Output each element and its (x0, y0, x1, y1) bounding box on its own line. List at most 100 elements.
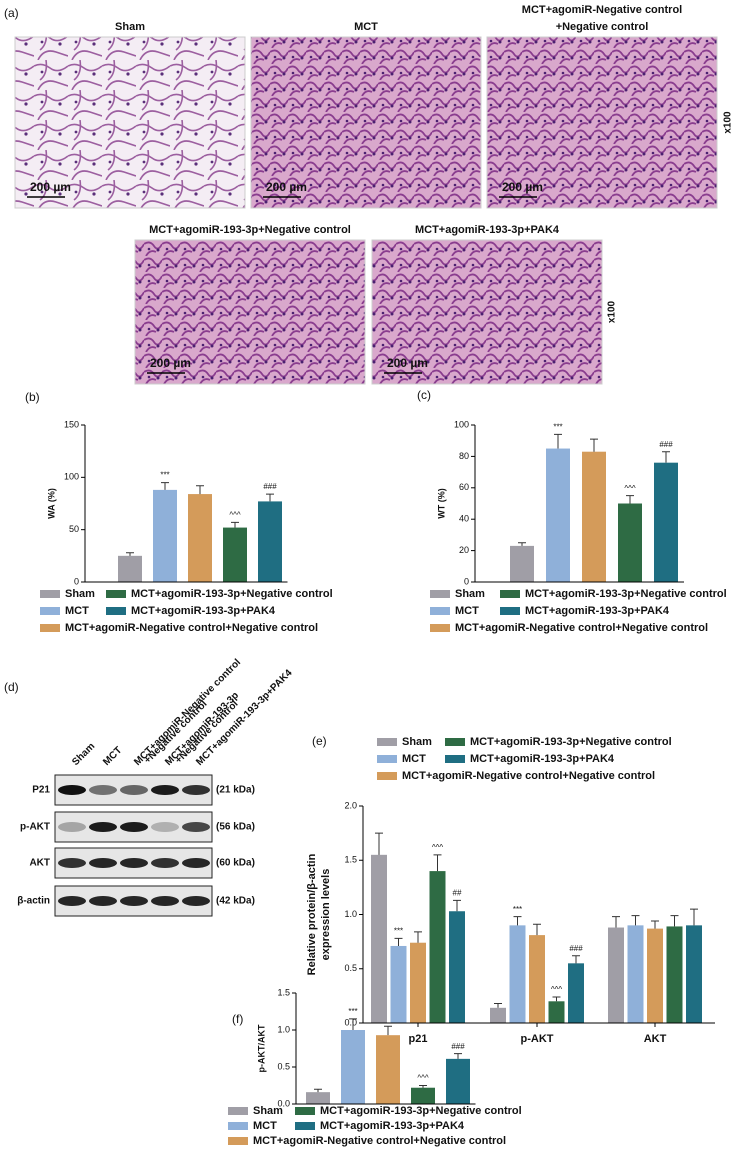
micrograph (250, 36, 482, 209)
legend-label: MCT (455, 605, 479, 617)
significance: *** (553, 423, 562, 432)
error-bar (572, 955, 580, 964)
legend-label: Sham (402, 736, 432, 748)
panel-a: (a) Sham 200 µm MCT 200 µm MCT+agomiR-Negativ… (4, 4, 734, 385)
legend-swatch (430, 607, 450, 615)
legend-label: MCT (253, 1120, 277, 1132)
legend-label: Sham (455, 588, 485, 600)
error-bar (433, 854, 442, 872)
y-tick-label: 100 (454, 419, 469, 429)
y-tick-label: 0 (74, 576, 79, 586)
y-tick-label: 40 (459, 514, 469, 524)
blot-band (89, 858, 117, 868)
bar (376, 1035, 400, 1104)
error-bar (518, 542, 526, 546)
legend-label: MCT (65, 605, 89, 617)
bar (371, 854, 387, 1023)
y-tick-label: 50 (69, 524, 79, 534)
panel-label: (c) (417, 388, 431, 402)
image-title: Sham (115, 21, 145, 33)
bar (548, 1001, 565, 1023)
blot-band (151, 858, 179, 868)
error-bar (453, 899, 461, 912)
bar (654, 462, 678, 582)
error-bar (662, 451, 670, 463)
legend-swatch (40, 624, 60, 632)
scale-bar-label: 200 µm (30, 180, 71, 194)
image-title: MCT (354, 21, 378, 33)
legend-label: MCT+agomiR-Negative control+Negative con… (65, 622, 318, 634)
significance: ^^^ (551, 985, 563, 994)
blot-band (58, 785, 86, 795)
panel-label: (b) (25, 390, 40, 404)
error-bar (631, 915, 640, 926)
legend-label: Sham (65, 588, 95, 600)
blot-band (58, 896, 86, 906)
bar (446, 1058, 470, 1104)
blot-band (120, 785, 148, 795)
error-bar (266, 493, 274, 502)
significance: ### (569, 944, 583, 953)
legend-swatch (430, 590, 450, 598)
magnification: x100 (607, 300, 618, 323)
error-bar (394, 937, 403, 946)
bar (341, 1030, 365, 1104)
legend-swatch (500, 607, 520, 615)
legend-label: MCT (402, 753, 426, 765)
bar (449, 911, 465, 1023)
legend-label: MCT+agomiR-193-3p+Negative control (131, 588, 333, 600)
x-tick-label: p21 (409, 1033, 428, 1045)
legend-label: MCT+agomiR-193-3p+PAK4 (525, 605, 670, 617)
error-bar (494, 1002, 502, 1008)
bar (306, 1092, 330, 1104)
bar (608, 927, 624, 1023)
y-axis-label: expression levels (320, 869, 332, 961)
blot-band (89, 785, 117, 795)
error-bar (533, 923, 541, 936)
band-name: AKT (29, 858, 50, 869)
x-tick-label: AKT (644, 1033, 667, 1045)
blot-band (120, 896, 148, 906)
blot-band (182, 858, 210, 868)
legend-swatch (295, 1107, 315, 1115)
error-bar (590, 438, 598, 452)
y-tick-label: 1.5 (277, 987, 290, 997)
panel-label: (a) (4, 6, 19, 20)
bar (118, 555, 142, 582)
significance: *** (394, 926, 403, 935)
bar (410, 942, 426, 1023)
bar (390, 945, 407, 1023)
error-bar (554, 433, 562, 449)
significance: ### (451, 1042, 465, 1051)
y-tick-label: 1.0 (344, 909, 357, 919)
legend-label: MCT+agomiR-193-3p+Negative control (470, 736, 672, 748)
blot-band (182, 822, 210, 832)
band-size: (21 kDa) (216, 785, 255, 796)
band-name: β-actin (17, 896, 50, 907)
x-tick-label: p-AKT (521, 1033, 554, 1045)
significance: ### (263, 482, 277, 491)
scale-bar-label: 200 µm (266, 180, 307, 194)
bar (490, 1007, 506, 1023)
legend-label: MCT+agomiR-193-3p+PAK4 (470, 753, 615, 765)
legend-label: MCT+agomiR-Negative control+Negative con… (253, 1135, 506, 1147)
bar (647, 928, 663, 1023)
scale-bar-label: 200 µm (387, 356, 428, 370)
band-name: P21 (32, 785, 50, 796)
y-tick-label: 0.0 (277, 1098, 290, 1108)
bar (568, 963, 584, 1023)
blot-band (58, 858, 86, 868)
legend-swatch (377, 738, 397, 746)
blot-band (89, 896, 117, 906)
blot-band (151, 785, 179, 795)
blot-band (120, 858, 148, 868)
bar (627, 925, 644, 1023)
bar (618, 503, 642, 582)
y-tick-label: 60 (459, 482, 469, 492)
y-axis-label: WA (%) (46, 488, 56, 519)
lane-label: Sham (70, 741, 97, 768)
bar (546, 448, 570, 582)
error-bar (414, 931, 422, 943)
scale-bar-label: 200 µm (150, 356, 191, 370)
